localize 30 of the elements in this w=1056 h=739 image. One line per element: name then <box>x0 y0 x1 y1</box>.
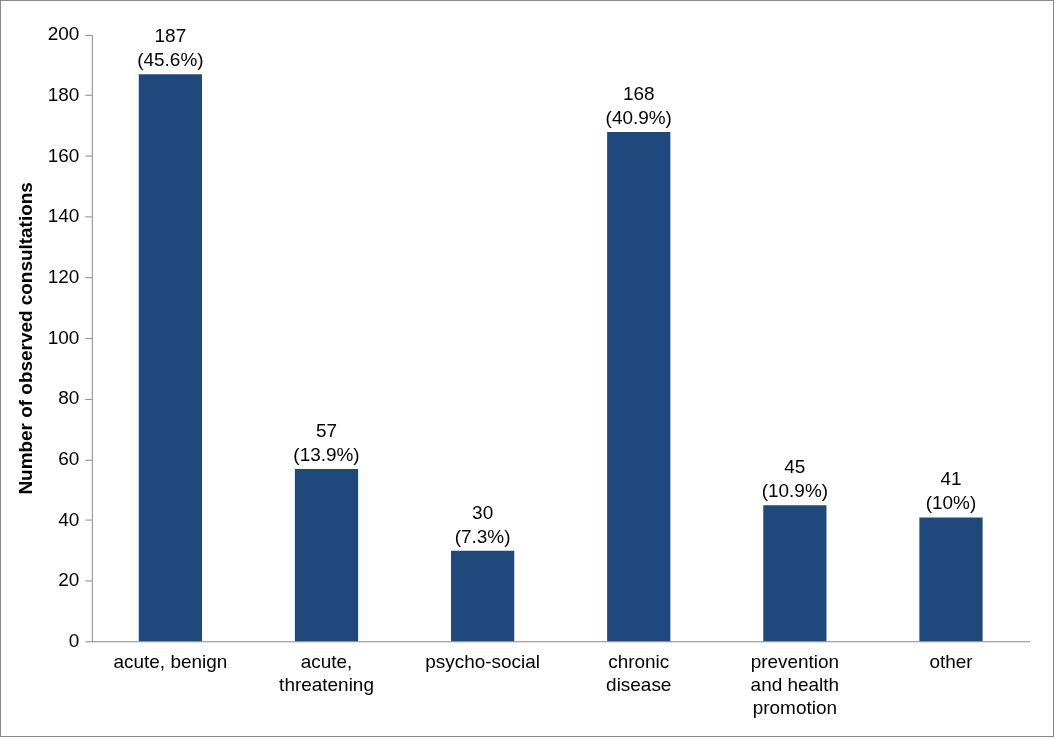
bar <box>138 74 202 642</box>
y-tick-label: 0 <box>68 630 80 652</box>
y-tick-label: 40 <box>58 508 80 530</box>
y-tick-label: 120 <box>47 265 80 287</box>
y-tick-label: 140 <box>47 205 80 227</box>
y-tick-label: 60 <box>58 448 80 469</box>
y-tick-label: 160 <box>47 144 80 166</box>
x-tick-label: acute, benign <box>113 651 228 673</box>
y-tick-label: 200 <box>47 23 80 45</box>
x-tick-label: other <box>929 651 973 673</box>
bar <box>607 132 671 642</box>
y-axis-title: Number of observed consultations <box>14 182 36 495</box>
data-label: 41 (10%) <box>925 468 977 514</box>
data-label: 187 (45.6%) <box>137 25 204 71</box>
y-tick-label: 180 <box>47 83 80 105</box>
x-tick-label: psycho-social <box>425 651 541 673</box>
bar <box>294 468 359 642</box>
x-tick-label: acute, threatening <box>279 651 374 696</box>
data-label: 57 (13.9%) <box>293 419 360 465</box>
y-tick-label: 20 <box>58 569 80 591</box>
data-label: 168 (40.9%) <box>605 82 672 128</box>
bar <box>763 505 827 642</box>
y-tick-label: 80 <box>58 387 80 409</box>
y-tick-label: 100 <box>47 326 80 348</box>
bar <box>919 517 983 642</box>
x-tick-label: chronic disease <box>606 651 672 696</box>
bar <box>451 550 515 642</box>
data-label: 30 (7.3%) <box>454 501 511 547</box>
x-tick-label: prevention and health promotion <box>750 651 840 718</box>
data-label: 45 (10.9%) <box>761 456 829 502</box>
